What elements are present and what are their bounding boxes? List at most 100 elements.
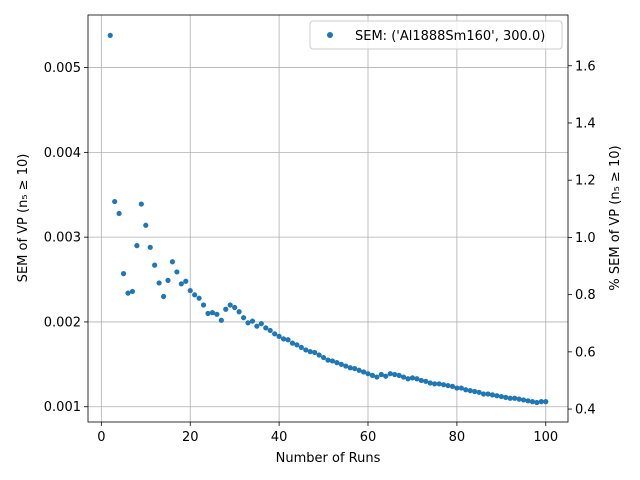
grid	[88, 15, 568, 422]
data-point	[347, 365, 353, 371]
data-point	[396, 372, 402, 378]
y-axis-left: 0.001 0.002 0.003 0.004 0.005	[44, 61, 88, 415]
data-point	[200, 302, 207, 308]
x-tick-label: 80	[449, 430, 466, 445]
data-point	[143, 222, 149, 228]
data-point	[187, 287, 193, 294]
y-tick-label: 0.004	[44, 146, 81, 161]
data-point	[298, 344, 304, 350]
data-point	[418, 377, 424, 384]
data-point	[538, 399, 544, 405]
data-point	[112, 198, 118, 205]
data-point	[423, 378, 429, 384]
data-point	[503, 394, 509, 401]
data-point	[160, 293, 167, 300]
data-point	[152, 262, 158, 268]
data-point	[307, 349, 313, 355]
x-tick-label: 60	[360, 430, 377, 445]
data-point	[458, 385, 464, 391]
data-point	[267, 327, 273, 334]
data-point	[280, 336, 287, 342]
data-point	[480, 391, 487, 397]
data-point	[303, 347, 309, 353]
data-point	[405, 376, 411, 382]
data-point	[129, 288, 136, 295]
data-point	[512, 395, 518, 401]
data-point	[325, 357, 331, 363]
legend-marker	[327, 32, 333, 38]
data-point	[352, 365, 358, 372]
data-point	[125, 290, 131, 296]
data-point	[369, 372, 376, 378]
data-point	[427, 380, 433, 386]
data-point	[249, 318, 256, 324]
data-point	[356, 367, 362, 373]
y-tick-label: 0.002	[44, 315, 81, 330]
data-point	[183, 278, 189, 284]
data-point	[232, 304, 238, 311]
data-point	[543, 399, 549, 405]
data-point	[520, 397, 527, 403]
data-point	[254, 323, 260, 329]
data-point	[289, 340, 296, 346]
data-point	[494, 393, 500, 399]
y-right-tick-label: 0.6	[575, 345, 596, 360]
y-right-tick-label: 1.0	[575, 231, 596, 246]
data-point	[485, 391, 491, 397]
data-point	[383, 373, 389, 379]
x-axis-title: Number of Runs	[276, 451, 381, 466]
data-point	[378, 371, 384, 378]
data-point	[138, 201, 144, 207]
data-point	[240, 315, 247, 321]
data-point	[467, 388, 473, 394]
data-point	[178, 281, 184, 287]
x-axis: 0 20 40 60 80 100	[97, 422, 558, 445]
y-axis-right-title: % SEM of VP (n₅ ≥ 10)	[608, 145, 623, 290]
data-point	[285, 337, 291, 343]
data-point	[529, 399, 536, 405]
y-tick-label: 0.005	[44, 61, 81, 76]
data-point	[218, 317, 224, 323]
y-tick-label: 0.001	[44, 400, 81, 415]
data-point	[463, 387, 469, 393]
data-point	[440, 382, 447, 388]
data-point	[476, 389, 482, 395]
data-point	[392, 371, 398, 378]
data-point	[196, 295, 202, 301]
data-point	[449, 383, 456, 389]
data-point	[489, 392, 496, 398]
data-point	[534, 399, 540, 406]
data-point	[147, 244, 153, 250]
data-points	[107, 32, 549, 406]
y-axis-title: SEM of VP (n₅ ≥ 10)	[16, 154, 31, 283]
data-point	[360, 369, 367, 375]
legend-label: SEM: ('Al1888Sm160', 300.0)	[355, 29, 545, 44]
data-point	[316, 352, 322, 358]
y-axis-right: 0.4 0.6 0.8 1.0 1.2 1.4 1.6	[568, 59, 596, 418]
x-tick-label: 40	[271, 430, 288, 445]
y-right-tick-label: 1.4	[575, 116, 596, 131]
data-point	[205, 310, 211, 317]
data-point	[120, 271, 127, 277]
data-point	[169, 259, 176, 265]
data-point	[432, 381, 438, 387]
data-point	[472, 388, 478, 395]
data-point	[192, 292, 198, 298]
data-point	[272, 331, 278, 337]
data-point	[445, 382, 451, 389]
legend: SEM: ('Al1888Sm160', 300.0)	[309, 20, 563, 50]
data-point	[227, 302, 233, 308]
y-right-tick-label: 0.4	[575, 403, 596, 418]
data-point	[329, 358, 336, 364]
data-point	[387, 371, 393, 377]
data-point	[236, 309, 242, 315]
data-point	[116, 210, 122, 217]
y-tick-label: 0.003	[44, 231, 81, 246]
x-tick-label: 20	[182, 430, 199, 445]
data-point	[209, 310, 216, 316]
data-point	[409, 375, 416, 381]
data-point	[338, 361, 344, 367]
data-point	[263, 325, 269, 331]
data-point	[507, 395, 513, 401]
